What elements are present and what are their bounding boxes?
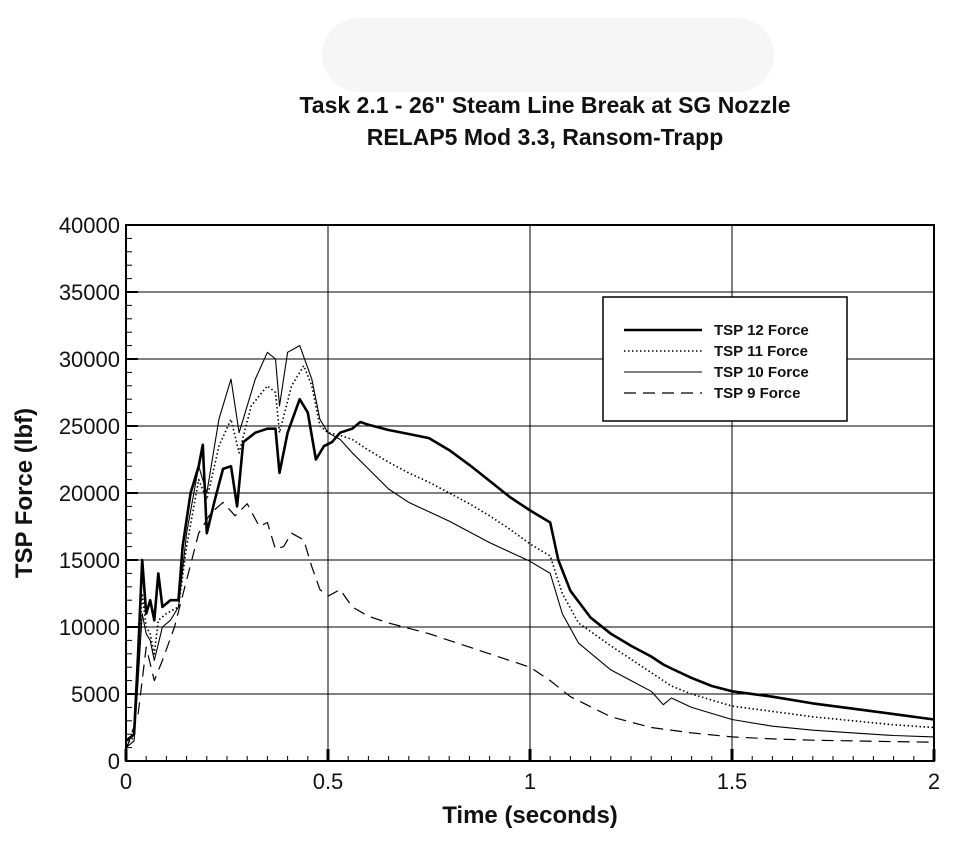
y-tick-label: 40000 <box>59 213 120 238</box>
y-axis-label: TSP Force (lbf) <box>11 408 38 578</box>
legend-label-1: TSP 12 Force <box>714 322 809 339</box>
y-tick-label: 10000 <box>59 615 120 640</box>
legend-label-3: TSP 10 Force <box>714 364 809 381</box>
y-tick-label: 0 <box>108 749 120 774</box>
y-tick-label: 5000 <box>71 682 120 707</box>
tick-marks <box>124 224 936 762</box>
legend-box <box>602 296 848 422</box>
x-tick-label: 0.5 <box>313 769 344 794</box>
legend-label-4: TSP 9 Force <box>714 385 800 402</box>
series-line-3 <box>125 345 935 749</box>
legend-label-2: TSP 11 Force <box>714 343 808 360</box>
y-tick-label: 25000 <box>59 414 120 439</box>
series-line-2 <box>125 364 935 746</box>
y-tick-label: 35000 <box>59 280 120 305</box>
y-tick-label: 20000 <box>59 481 120 506</box>
x-axis-label: Time (seconds) <box>442 802 618 829</box>
chart-title: Task 2.1 - 26" Steam Line Break at SG No… <box>299 92 791 118</box>
blurred-header-region <box>322 18 774 92</box>
x-tick-label: 1 <box>524 769 536 794</box>
y-tick-label: 15000 <box>59 548 120 573</box>
grid <box>126 225 934 761</box>
series-line-1 <box>125 397 935 742</box>
series-line-4 <box>125 501 935 751</box>
x-tick-label: 1.5 <box>717 769 748 794</box>
x-tick-label: 0 <box>120 769 132 794</box>
y-tick-label: 30000 <box>59 347 120 372</box>
legend: TSP 12 Force TSP 11 Force TSP 10 Force TSP … <box>602 296 848 422</box>
series-layer <box>125 345 935 751</box>
tick-labels: 0 0.5 1 1.5 2 0 5000 10000 15000 20000 25000 30000 3… <box>59 213 940 794</box>
x-tick-label: 2 <box>928 769 940 794</box>
chart-subtitle: RELAP5 Mod 3.3, Ransom-Trapp <box>366 124 724 150</box>
